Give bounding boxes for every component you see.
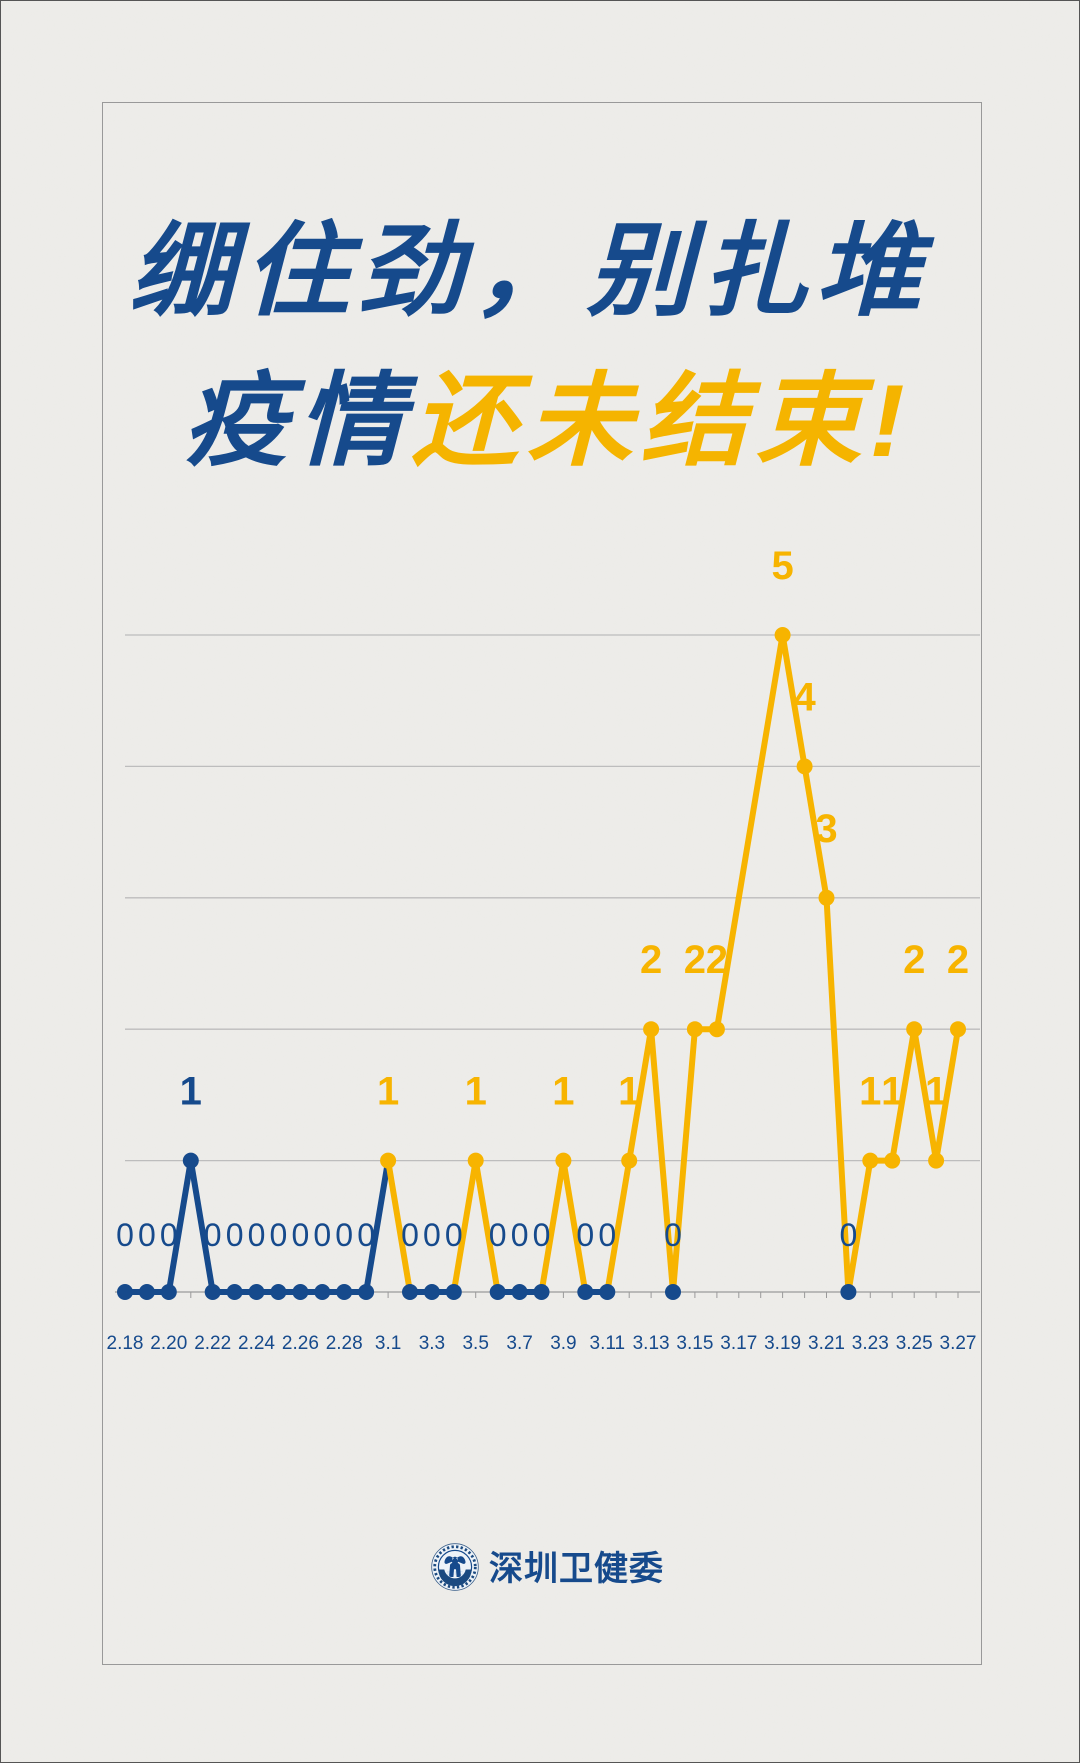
svg-text:0: 0 xyxy=(664,1217,682,1253)
svg-text:2.22: 2.22 xyxy=(194,1333,231,1354)
svg-text:1: 1 xyxy=(618,1070,640,1114)
svg-text:3.15: 3.15 xyxy=(676,1333,713,1354)
svg-text:3.5: 3.5 xyxy=(462,1333,488,1354)
svg-text:0: 0 xyxy=(598,1217,616,1253)
svg-text:0: 0 xyxy=(226,1217,244,1253)
svg-text:1: 1 xyxy=(180,1070,202,1114)
svg-text:3.17: 3.17 xyxy=(720,1333,757,1354)
svg-text:3.13: 3.13 xyxy=(633,1333,670,1354)
svg-text:0: 0 xyxy=(335,1217,353,1253)
svg-text:1: 1 xyxy=(881,1070,903,1114)
svg-text:2: 2 xyxy=(706,938,728,982)
svg-text:3.9: 3.9 xyxy=(550,1333,576,1354)
svg-text:3.3: 3.3 xyxy=(419,1333,445,1354)
svg-text:5: 5 xyxy=(771,544,793,588)
svg-text:2.26: 2.26 xyxy=(282,1333,319,1354)
svg-text:2: 2 xyxy=(640,938,662,982)
svg-text:2: 2 xyxy=(684,938,706,982)
svg-text:3.7: 3.7 xyxy=(506,1333,532,1354)
svg-text:3: 3 xyxy=(815,807,837,851)
svg-text:3.23: 3.23 xyxy=(852,1333,889,1354)
svg-text:0: 0 xyxy=(248,1217,266,1253)
svg-text:0: 0 xyxy=(533,1217,551,1253)
svg-text:0: 0 xyxy=(401,1217,419,1253)
svg-text:0: 0 xyxy=(357,1217,375,1253)
svg-text:0: 0 xyxy=(116,1217,134,1253)
svg-text:0: 0 xyxy=(511,1217,529,1253)
svg-text:0: 0 xyxy=(292,1217,310,1253)
svg-text:2: 2 xyxy=(903,938,925,982)
svg-text:2.24: 2.24 xyxy=(238,1333,275,1354)
svg-text:2.28: 2.28 xyxy=(326,1333,363,1354)
svg-text:2.20: 2.20 xyxy=(150,1333,187,1354)
svg-text:4: 4 xyxy=(793,675,816,719)
svg-text:0: 0 xyxy=(270,1217,288,1253)
svg-text:1: 1 xyxy=(552,1070,574,1114)
svg-text:1: 1 xyxy=(465,1070,487,1114)
svg-text:0: 0 xyxy=(423,1217,441,1253)
svg-text:0: 0 xyxy=(138,1217,156,1253)
svg-text:0: 0 xyxy=(445,1217,463,1253)
svg-text:1: 1 xyxy=(925,1070,947,1114)
svg-text:0: 0 xyxy=(204,1217,222,1253)
svg-text:1: 1 xyxy=(377,1070,399,1114)
svg-text:1: 1 xyxy=(859,1070,881,1114)
svg-text:3.25: 3.25 xyxy=(896,1333,933,1354)
svg-text:0: 0 xyxy=(489,1217,507,1253)
svg-text:2.18: 2.18 xyxy=(107,1333,144,1354)
svg-text:3.27: 3.27 xyxy=(940,1333,977,1354)
svg-text:SZHC: SZHC xyxy=(447,1571,464,1577)
svg-text:3.1: 3.1 xyxy=(375,1333,401,1354)
svg-text:3.21: 3.21 xyxy=(808,1333,845,1354)
svg-text:3.11: 3.11 xyxy=(590,1333,626,1354)
svg-text:0: 0 xyxy=(160,1217,178,1253)
svg-text:0: 0 xyxy=(576,1217,594,1253)
svg-text:0: 0 xyxy=(840,1217,858,1253)
svg-text:2: 2 xyxy=(947,938,969,982)
svg-text:0: 0 xyxy=(313,1217,331,1253)
svg-text:3.19: 3.19 xyxy=(764,1333,801,1354)
